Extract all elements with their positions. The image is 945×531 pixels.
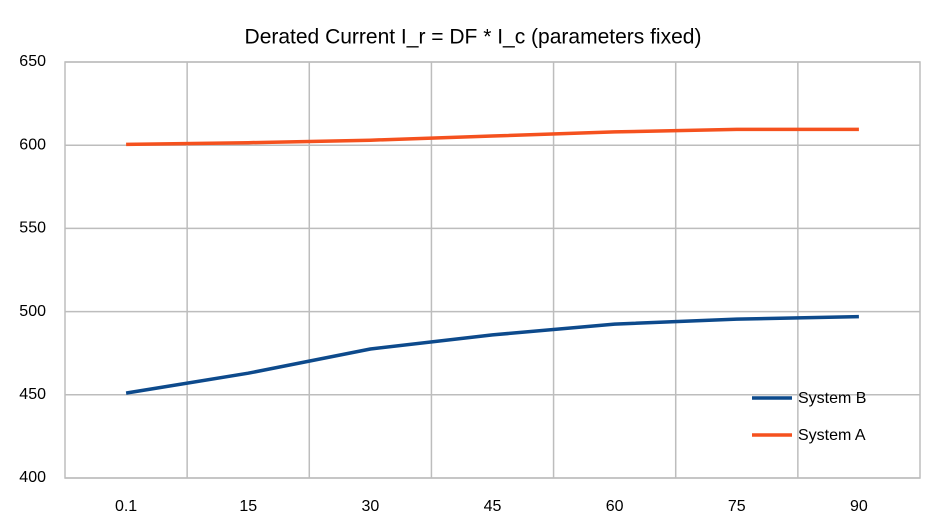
series-line xyxy=(125,314,859,395)
plot-area xyxy=(64,61,921,479)
x-tick-label: 45 xyxy=(484,498,502,515)
legend-label: System A xyxy=(798,427,866,444)
y-tick-label: 650 xyxy=(19,53,46,70)
y-tick-label: 550 xyxy=(19,220,46,237)
chart-title: Derated Current I_r = DF * I_c (paramete… xyxy=(245,26,702,49)
x-tick-label: 75 xyxy=(728,498,746,515)
x-tick-label: 0.1 xyxy=(115,498,137,515)
y-tick-label: 400 xyxy=(19,469,46,486)
x-tick-label: 30 xyxy=(361,498,379,515)
x-tick-label: 90 xyxy=(850,498,868,515)
y-tick-label: 450 xyxy=(19,386,46,403)
x-tick-label: 60 xyxy=(606,498,624,515)
legend-label: System B xyxy=(798,390,866,407)
x-tick-label: 15 xyxy=(239,498,257,515)
series-line xyxy=(126,127,859,147)
y-tick-label: 600 xyxy=(19,136,46,153)
y-tick-label: 500 xyxy=(19,303,46,320)
